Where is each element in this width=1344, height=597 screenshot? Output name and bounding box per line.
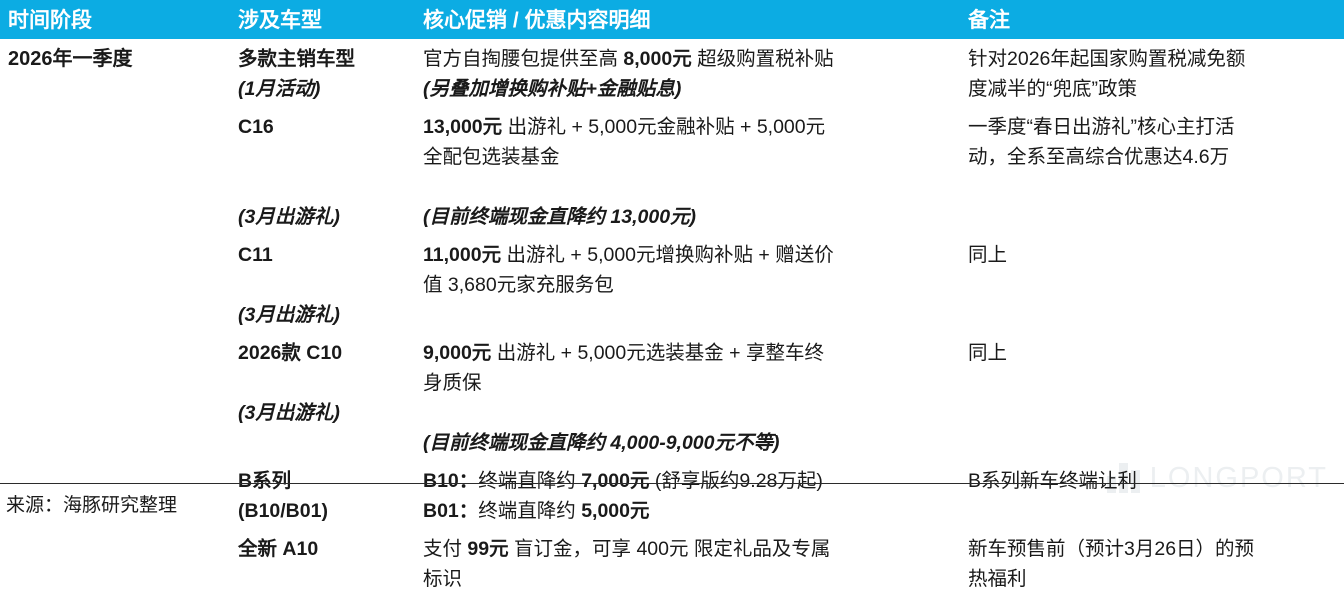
cell-remark: 同上 [960, 235, 1344, 333]
detail-line: B01：终端直降约 5,000元 [423, 496, 948, 526]
cell-remark: 同上 [960, 333, 1344, 461]
detail-text: 标识 [423, 568, 463, 590]
detail-text: 终端直降约 [478, 500, 582, 522]
model-name: C11 [238, 244, 273, 266]
detail-text: B10： [423, 470, 479, 492]
table-row: B系列 (B10/B01) B10：终端直降约 7,000元 (舒享版约9.28万起… [0, 461, 1344, 529]
model-sub-label: (3月出游礼) [238, 304, 340, 326]
detail-text: (舒享版约9.28万起) [649, 470, 823, 492]
detail-line: 标识 [423, 564, 948, 594]
model-name: C16 [238, 116, 274, 138]
detail-line: 官方自掏腰包提供至高 8,000元 超级购置税补贴 [423, 44, 948, 74]
cell-remark: 一季度“春日出游礼”核心主打活 动，全系至高综合优惠达4.6万 [960, 107, 1344, 235]
spacer [238, 142, 403, 172]
detail-text: 盲订金，可享 400元 限定礼品及专属 [508, 538, 831, 560]
cell-model: B系列 (B10/B01) [230, 461, 415, 529]
detail-text: 7,000元 [581, 470, 650, 492]
model-name: 全新 A10 [238, 538, 319, 560]
remark-line: 一季度“春日出游礼”核心主打活 [968, 116, 1235, 138]
detail-text: 5,000元 [581, 500, 650, 522]
detail-line: (另叠加增换购补贴+金融贴息) [423, 74, 948, 104]
cell-detail: 9,000元 出游礼 + 5,000元选装基金 + 享整车终 身质保 (目前终端现… [415, 333, 960, 461]
spacer [238, 172, 403, 202]
detail-text: 13,000元 [423, 116, 503, 138]
cell-detail: 11,000元 出游礼 + 5,000元增换购补贴 + 赠送价值 3,680元家… [415, 235, 960, 333]
detail-text: 出游礼 + 5,000元选装基金 + 享整车终 [491, 342, 824, 364]
remark-line: 度减半的“兜底”政策 [968, 78, 1137, 100]
model-sub-label: (1月活动) [238, 78, 321, 100]
detail-text: (目前终端现金直降约 13,000元) [423, 206, 697, 228]
detail-line: 11,000元 出游礼 + 5,000元增换购补贴 + 赠送价 [423, 240, 948, 270]
model-sub-label: (3月出游礼) [238, 206, 340, 228]
remark-line: B系列新车终端让利 [968, 470, 1138, 492]
spacer [238, 270, 403, 300]
detail-text: 支付 [423, 538, 468, 560]
detail-text: 终端直降约 [478, 470, 582, 492]
detail-text: 身质保 [423, 372, 482, 394]
cell-detail: 官方自掏腰包提供至高 8,000元 超级购置税补贴 (另叠加增换购补贴+金融贴息) [415, 39, 960, 107]
column-header-model: 涉及车型 [230, 0, 415, 39]
model-sub-label: (B10/B01) [238, 500, 328, 522]
detail-line: 全配包选装基金 [423, 142, 948, 172]
cell-detail: 支付 99元 盲订金，可享 400元 限定礼品及专属标识 [415, 529, 960, 597]
cell-remark: 新车预售前（预计3月26日）的预 热福利 [960, 529, 1344, 597]
column-header-detail: 核心促销 / 优惠内容明细 [415, 0, 960, 39]
remark-line: 新车预售前（预计3月26日）的预 [968, 538, 1255, 560]
cell-model: 全新 A10 [230, 529, 415, 597]
cell-remark: 针对2026年起国家购置税减免额 度减半的“兜底”政策 [960, 39, 1344, 107]
table-row: 2026年一季度 多款主销车型 (1月活动) 官方自掏腰包提供至高 8,000元 超级… [0, 39, 1344, 107]
cell-model: C16 (3月出游礼) [230, 107, 415, 235]
detail-text: 11,000元 [423, 244, 502, 266]
cell-model: 2026款 C10 (3月出游礼) [230, 333, 415, 461]
cell-detail: B10：终端直降约 7,000元 (舒享版约9.28万起) B01：终端直降约 5… [415, 461, 960, 529]
source-note: 来源：海豚研究整理 [6, 495, 178, 516]
detail-line: 支付 99元 盲订金，可享 400元 限定礼品及专属 [423, 534, 948, 564]
period-label: 2026年一季度 [8, 48, 133, 70]
remark-line: 动，全系至高综合优惠达4.6万 [968, 146, 1230, 168]
detail-text: 99元 [467, 538, 509, 560]
cell-model: C11 (3月出游礼) [230, 235, 415, 333]
detail-text: 出游礼 + 5,000元金融补贴 + 5,000元 [502, 116, 826, 138]
column-header-remark: 备注 [960, 0, 1344, 39]
detail-text: B01： [423, 500, 479, 522]
cell-model: 多款主销车型 (1月活动) [230, 39, 415, 107]
table-header: 时间阶段 涉及车型 核心促销 / 优惠内容明细 备注 [0, 0, 1344, 39]
spacer [238, 368, 403, 398]
detail-line: 值 3,680元家充服务包 [423, 270, 948, 300]
detail-line: B10：终端直降约 7,000元 (舒享版约9.28万起) [423, 466, 948, 496]
header-row: 时间阶段 涉及车型 核心促销 / 优惠内容明细 备注 [0, 0, 1344, 39]
model-sub-label: (3月出游礼) [238, 402, 340, 424]
detail-line: (目前终端现金直降约 4,000-9,000元不等) [423, 428, 948, 458]
model-name: 2026款 C10 [238, 342, 343, 364]
detail-line: 身质保 [423, 368, 948, 398]
detail-text: 官方自掏腰包提供至高 [423, 48, 624, 70]
cell-detail: 13,000元 出游礼 + 5,000元金融补贴 + 5,000元全配包选装基金… [415, 107, 960, 235]
remark-line: 同上 [968, 342, 1008, 364]
cell-remark: B系列新车终端让利 [960, 461, 1344, 529]
table-row: C11 (3月出游礼) 11,000元 出游礼 + 5,000元增换购补贴 + 赠送… [0, 235, 1344, 333]
cell-period: 2026年一季度 [0, 39, 230, 597]
column-header-period: 时间阶段 [0, 0, 230, 39]
detail-text: 全配包选装基金 [423, 146, 560, 168]
detail-text: 出游礼 + 5,000元增换购补贴 + 赠送价 [501, 244, 834, 266]
table-row: C16 (3月出游礼) 13,000元 出游礼 + 5,000元金融补贴 + 5,0… [0, 107, 1344, 235]
remark-line: 热福利 [968, 568, 1027, 590]
table-row: 2026款 C10 (3月出游礼) 9,000元 出游礼 + 5,000元选装基金 … [0, 333, 1344, 461]
model-name: 多款主销车型 [238, 48, 356, 70]
remark-line: 针对2026年起国家购置税减免额 [968, 48, 1246, 70]
detail-line [423, 172, 948, 202]
detail-text: (另叠加增换购补贴+金融贴息) [423, 78, 682, 100]
detail-line: (目前终端现金直降约 13,000元) [423, 202, 948, 232]
detail-text: 超级购置税补贴 [691, 48, 834, 70]
detail-text: 8,000元 [623, 48, 692, 70]
detail-line: 13,000元 出游礼 + 5,000元金融补贴 + 5,000元 [423, 112, 948, 142]
detail-text: (目前终端现金直降约 4,000-9,000元不等) [423, 432, 780, 454]
detail-line [423, 398, 948, 428]
detail-line: 9,000元 出游礼 + 5,000元选装基金 + 享整车终 [423, 338, 948, 368]
detail-text: 值 3,680元家充服务包 [423, 274, 614, 296]
footer: 来源：海豚研究整理 [0, 483, 1344, 523]
remark-line: 同上 [968, 244, 1008, 266]
model-name: B系列 [238, 470, 292, 492]
detail-text: 9,000元 [423, 342, 492, 364]
